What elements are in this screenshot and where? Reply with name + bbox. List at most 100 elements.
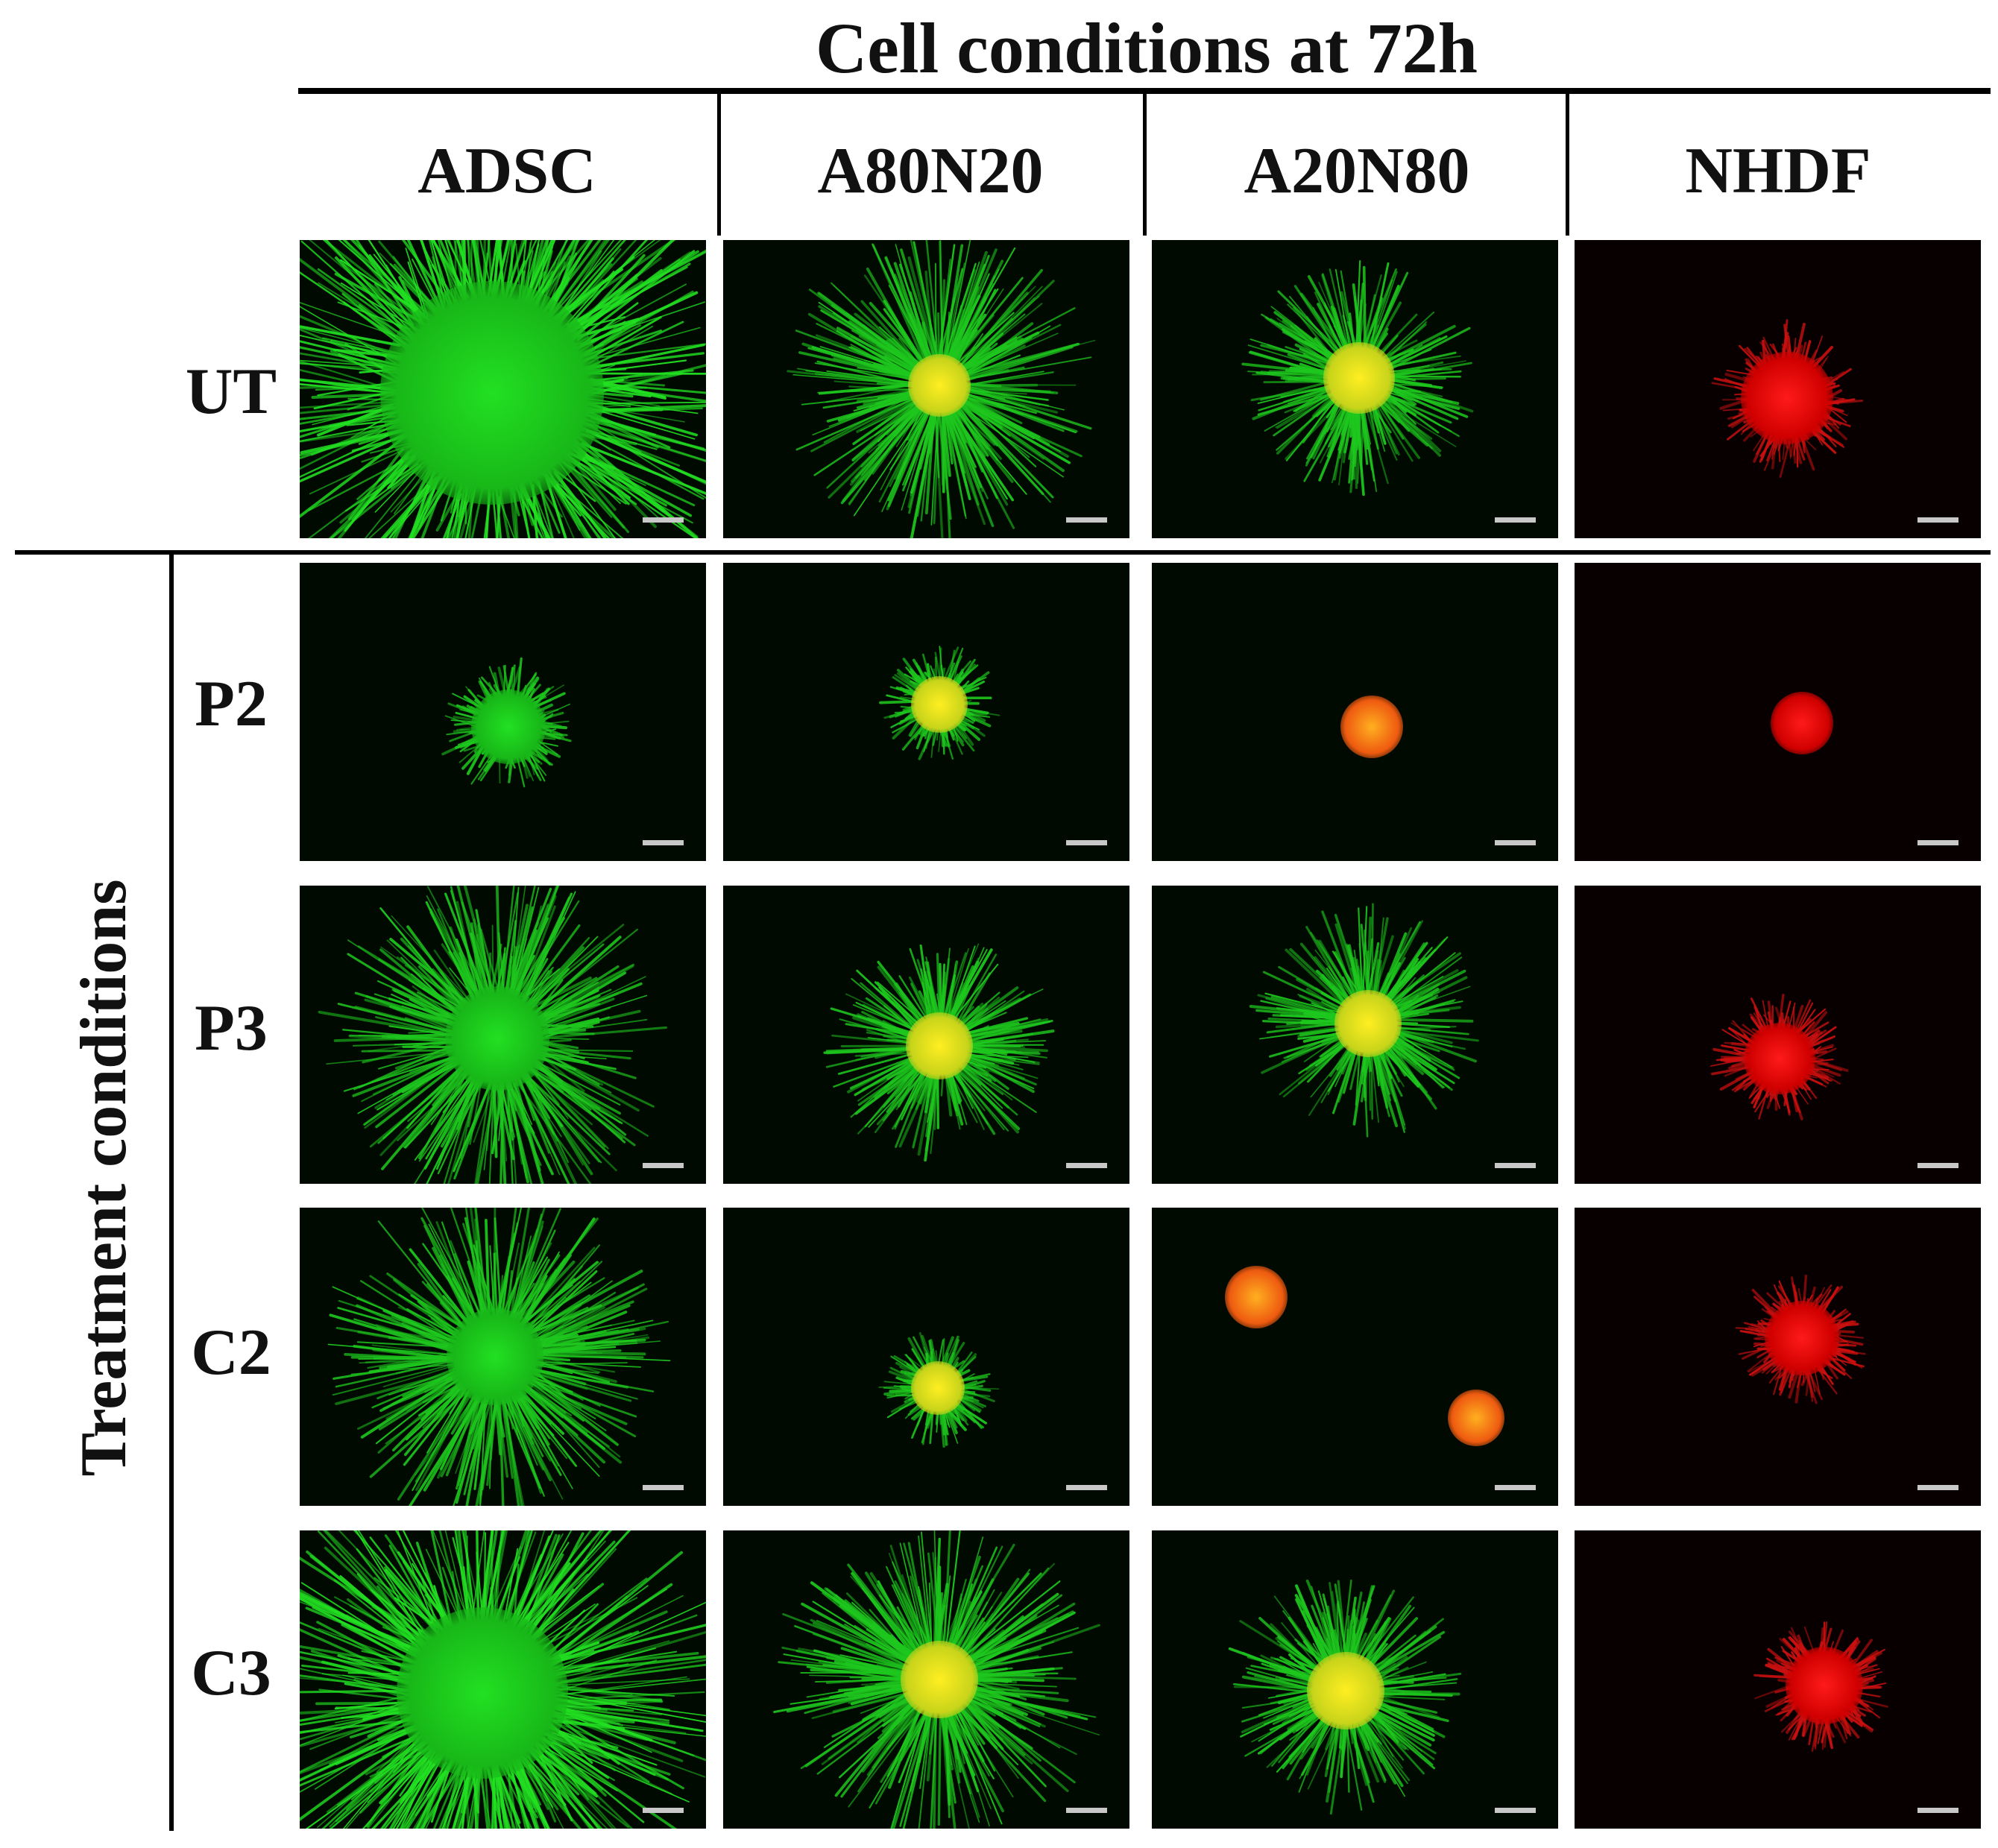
spheroid — [1334, 990, 1402, 1057]
micrograph-image — [723, 1530, 1129, 1829]
spheroid — [380, 281, 604, 505]
spheroid — [906, 1012, 973, 1079]
spheroid — [397, 1607, 568, 1779]
micrograph-c3-adsc — [300, 1530, 706, 1829]
row-label-p3: P3 — [195, 992, 268, 1065]
scale-bar — [1917, 1163, 1958, 1168]
column-separator-1 — [717, 94, 721, 236]
cell-sprouts — [1241, 259, 1474, 496]
micrograph-p2-a80n20 — [723, 563, 1129, 861]
micrograph-image — [723, 563, 1129, 861]
micrograph-image — [1575, 240, 1981, 538]
row-label-p2: P2 — [195, 668, 268, 740]
column-header-a20n80: A20N80 — [1244, 135, 1470, 207]
spheroid — [911, 676, 968, 733]
row-label-c3: C3 — [191, 1637, 271, 1709]
figure-title: Cell conditions at 72h — [815, 8, 1478, 88]
cell-sprouts — [1249, 903, 1479, 1138]
micrograph-c3-a20n80 — [1152, 1530, 1558, 1829]
scale-bar — [1066, 1808, 1107, 1813]
spheroid — [1744, 1023, 1815, 1094]
micrograph-image — [300, 240, 706, 538]
scale-bar — [643, 1808, 684, 1813]
scale-bar — [643, 840, 684, 845]
micrograph-ut-a20n80 — [1152, 240, 1558, 538]
cell-sprouts — [823, 943, 1055, 1162]
micrograph-image — [1575, 1208, 1981, 1506]
scale-bar — [1917, 1808, 1958, 1813]
micrograph-c3-nhdf — [1575, 1530, 1981, 1829]
micrograph-ut-a80n20 — [723, 240, 1129, 538]
treatment-bracket — [169, 555, 174, 1831]
spheroid — [1448, 1390, 1504, 1446]
micrograph-image — [1152, 240, 1558, 538]
column-header-nhdf: NHDF — [1685, 135, 1871, 207]
scale-bar — [1495, 1163, 1536, 1168]
micrograph-image — [300, 563, 706, 861]
spheroid — [1765, 1301, 1839, 1375]
micrograph-c2-a80n20 — [723, 1208, 1129, 1506]
micrograph-image — [1152, 1530, 1558, 1829]
column-separator-3 — [1566, 94, 1569, 236]
spheroid — [1307, 1652, 1384, 1729]
micrograph-p3-a20n80 — [1152, 886, 1558, 1184]
micrograph-image — [1152, 886, 1558, 1184]
micrograph-image — [1575, 1530, 1981, 1829]
micrograph-image — [300, 1530, 706, 1829]
micrograph-p2-a20n80 — [1152, 563, 1558, 861]
micrograph-image — [1152, 563, 1558, 861]
spheroid — [471, 690, 546, 764]
spheroid — [901, 1641, 978, 1718]
cell-sprouts — [1228, 1579, 1462, 1815]
scale-bar — [1917, 517, 1958, 523]
micrograph-p3-adsc — [300, 886, 706, 1184]
scale-bar — [1495, 1485, 1536, 1490]
scale-bar — [643, 1163, 684, 1168]
micrograph-p3-nhdf — [1575, 886, 1981, 1184]
scale-bar — [1495, 1808, 1536, 1813]
micrograph-c2-adsc — [300, 1208, 706, 1506]
spheroid — [1741, 352, 1833, 444]
scale-bar — [643, 517, 684, 523]
micrograph-image — [300, 886, 706, 1184]
spheroid — [1786, 1647, 1863, 1724]
micrograph-ut-nhdf — [1575, 240, 1981, 538]
row-label-ut: UT — [185, 356, 277, 428]
scale-bar — [1066, 1485, 1107, 1490]
spheroid — [447, 1308, 543, 1405]
panel-background — [1575, 1530, 1981, 1829]
micrograph-image — [723, 240, 1129, 538]
micrograph-image — [300, 1208, 706, 1506]
scale-bar — [1066, 840, 1107, 845]
header-underline — [298, 88, 1991, 94]
column-header-adsc: ADSC — [417, 135, 596, 207]
spheroid — [1323, 342, 1395, 414]
scale-bar — [1495, 840, 1536, 845]
micrograph-image — [1575, 886, 1981, 1184]
panel-background — [1152, 1208, 1558, 1506]
scale-bar — [1917, 840, 1958, 845]
cell-sprouts — [318, 886, 667, 1184]
micrograph-p2-adsc — [300, 563, 706, 861]
spheroid — [1340, 696, 1403, 758]
micrograph-c2-a20n80 — [1152, 1208, 1558, 1506]
column-header-a80n20: A80N20 — [817, 135, 1044, 207]
untreated-divider — [15, 550, 1991, 555]
scale-bar — [643, 1485, 684, 1490]
column-separator-2 — [1143, 94, 1147, 236]
spheroid — [1225, 1266, 1288, 1328]
scale-bar — [1066, 517, 1107, 523]
micrograph-image — [1152, 1208, 1558, 1506]
scale-bar — [1495, 517, 1536, 523]
scale-bar — [1917, 1485, 1958, 1490]
spheroid — [1771, 692, 1833, 754]
micrograph-p2-nhdf — [1575, 563, 1981, 861]
scale-bar — [1066, 1163, 1107, 1168]
spheroid — [908, 354, 971, 417]
micrograph-image — [723, 886, 1129, 1184]
spheroid — [911, 1361, 965, 1415]
spheroid — [445, 986, 549, 1091]
micrograph-image — [1575, 563, 1981, 861]
micrograph-image — [723, 1208, 1129, 1506]
